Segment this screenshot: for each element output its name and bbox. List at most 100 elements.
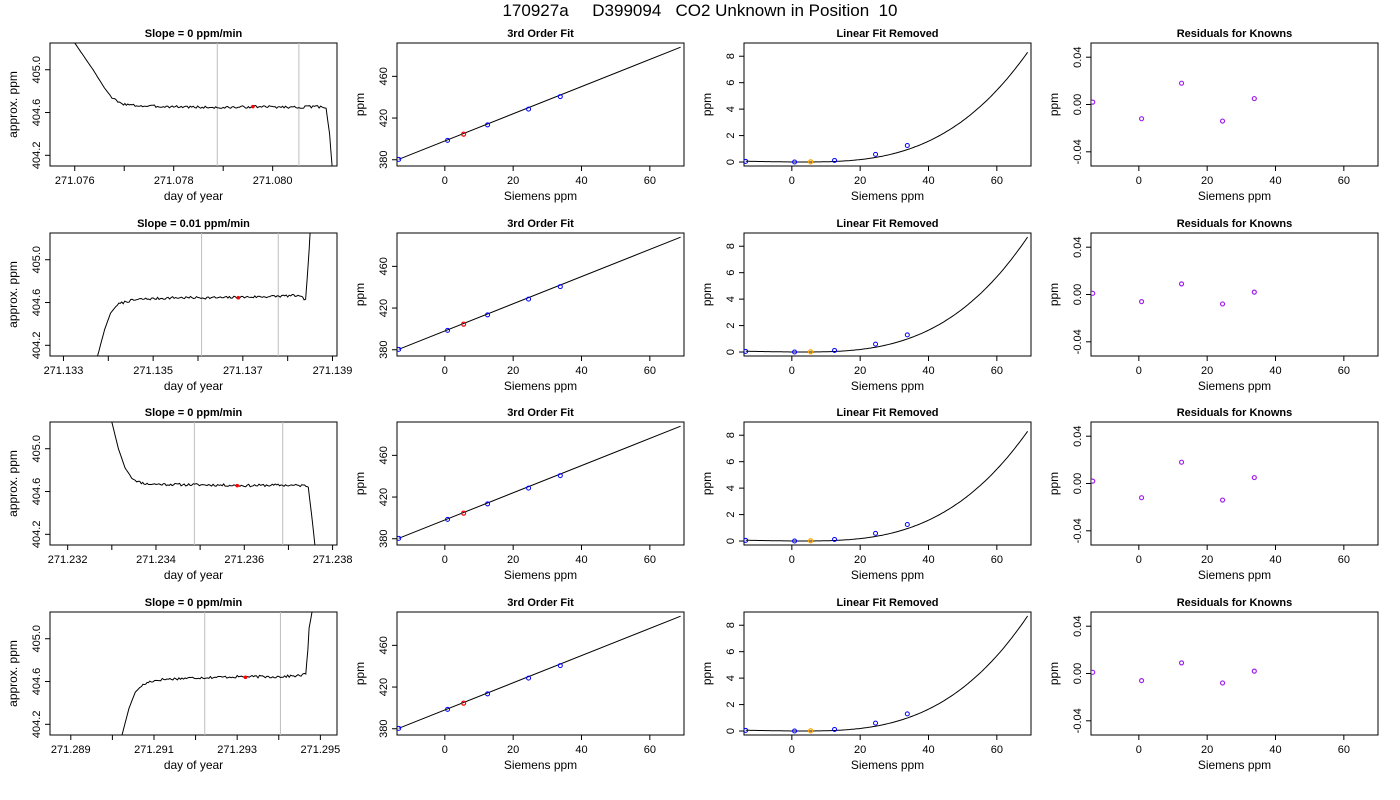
plot-frame (49, 42, 338, 167)
x-tick-label: 271.293 (217, 744, 257, 756)
unknown-point (807, 728, 814, 734)
y-axis-label: approx. ppm (6, 261, 20, 328)
y-tick-label: 0 (725, 538, 737, 544)
x-tick-label: 271.289 (51, 744, 91, 756)
x-tick-label: 20 (854, 365, 866, 377)
standard-point (904, 332, 910, 338)
y-axis-label: ppm (1047, 283, 1061, 306)
x-axis-label: Siemens ppm (851, 758, 924, 772)
standard-point (445, 516, 451, 522)
y-tick-label: 8 (725, 432, 737, 438)
panel-3-row-1: Linear Fit Removed Siemens ppm ppm 0 20 40 60 0… (700, 28, 1032, 203)
standard-point (873, 530, 879, 536)
standard-point (557, 284, 563, 290)
x-tick-label: 60 (1338, 744, 1350, 756)
y-tick-label: 6 (725, 459, 737, 465)
plot-frame (1090, 421, 1379, 546)
y-tick-label: 4 (725, 106, 737, 112)
standard-point (873, 720, 879, 726)
plot-frame (396, 611, 685, 736)
x-tick-label: 0 (1136, 744, 1142, 756)
panel-title: Residuals for Knowns (1177, 407, 1293, 419)
y-tick-label: 404.2 (31, 332, 43, 360)
standard-point (832, 726, 838, 732)
y-tick-label: 2 (725, 133, 737, 139)
x-tick-label: 40 (922, 175, 934, 187)
standard-point (557, 94, 563, 100)
panel-title: Linear Fit Removed (836, 28, 938, 40)
x-tick-label: 20 (1201, 554, 1213, 566)
x-tick-label: 40 (575, 365, 587, 377)
plot-frame (49, 611, 338, 736)
y-tick-label: 404.6 (31, 99, 43, 127)
panel-title: 3rd Order Fit (507, 597, 574, 609)
panel-4-row-1: Residuals for Knowns Siemens ppm ppm 0 20 40 6… (1047, 28, 1379, 203)
standard-point (744, 348, 749, 354)
standard-point (526, 485, 532, 491)
unknown-marker (235, 483, 240, 488)
y-tick-label: 2 (725, 512, 737, 518)
y-tick-label: 420 (378, 109, 390, 127)
y-tick-label: 4 (725, 675, 737, 681)
standard-point (557, 663, 563, 669)
residual-point (1219, 118, 1226, 124)
residual-point (1138, 495, 1145, 501)
x-tick-label: 20 (854, 744, 866, 756)
plot-data (1091, 459, 1257, 503)
x-tick-label: 0 (442, 175, 448, 187)
unknown-point (461, 700, 467, 706)
y-axis-label: ppm (1047, 472, 1061, 495)
plot-data (397, 615, 681, 731)
panel-3-row-2: Linear Fit Removed Siemens ppm ppm 0 20 40 60 0… (700, 218, 1032, 393)
standard-point (445, 137, 451, 143)
x-tick-label: 20 (854, 554, 866, 566)
x-axis-label: Siemens ppm (504, 379, 577, 393)
y-tick-label: 0 (725, 159, 737, 165)
series-line (74, 43, 333, 166)
y-tick-label: -0.04 (1072, 518, 1084, 543)
panel-title: 3rd Order Fit (507, 407, 574, 419)
y-axis-label: approx. ppm (6, 71, 20, 138)
plot-data (397, 425, 681, 541)
y-tick-label: 460 (378, 67, 390, 85)
standard-point (744, 158, 749, 164)
plot-data (744, 431, 1029, 544)
y-axis-label: ppm (353, 662, 367, 685)
standard-point (397, 725, 402, 731)
y-tick-label: 0.00 (1072, 94, 1084, 115)
x-tick-label: 40 (922, 554, 934, 566)
y-tick-label: 404.6 (31, 478, 43, 506)
y-tick-label: 0 (725, 728, 737, 734)
y-tick-label: 380 (378, 151, 390, 169)
x-tick-label: 40 (1269, 554, 1281, 566)
x-axis-label: Siemens ppm (851, 379, 924, 393)
x-tick-label: 271.137 (223, 365, 263, 377)
standard-point (557, 473, 563, 479)
x-axis-label: Siemens ppm (504, 758, 577, 772)
y-axis-label: ppm (700, 283, 714, 306)
standard-point (904, 522, 910, 527)
standard-point (904, 143, 910, 148)
x-tick-label: 20 (1201, 744, 1213, 756)
residual-point (1251, 289, 1257, 295)
x-axis-label: Siemens ppm (1198, 189, 1271, 203)
x-tick-label: 271.078 (154, 175, 194, 187)
standard-point (445, 327, 451, 333)
unknown-point (461, 510, 467, 516)
x-tick-label: 40 (575, 175, 587, 187)
residual-point (1178, 80, 1185, 86)
x-tick-label: 40 (922, 365, 934, 377)
y-tick-label: 0.04 (1072, 425, 1084, 446)
plot-data (111, 422, 316, 545)
y-axis-label: approx. ppm (6, 450, 20, 517)
panel-title: Slope = 0 ppm/min (145, 597, 243, 609)
x-axis-label: day of year (164, 568, 223, 582)
residual-point (1091, 478, 1096, 484)
x-tick-label: 20 (507, 554, 519, 566)
x-tick-label: 40 (922, 744, 934, 756)
y-tick-label: 460 (378, 257, 390, 275)
x-tick-label: 0 (1136, 554, 1142, 566)
residual-curve (745, 236, 1029, 353)
residual-point (1138, 298, 1145, 305)
